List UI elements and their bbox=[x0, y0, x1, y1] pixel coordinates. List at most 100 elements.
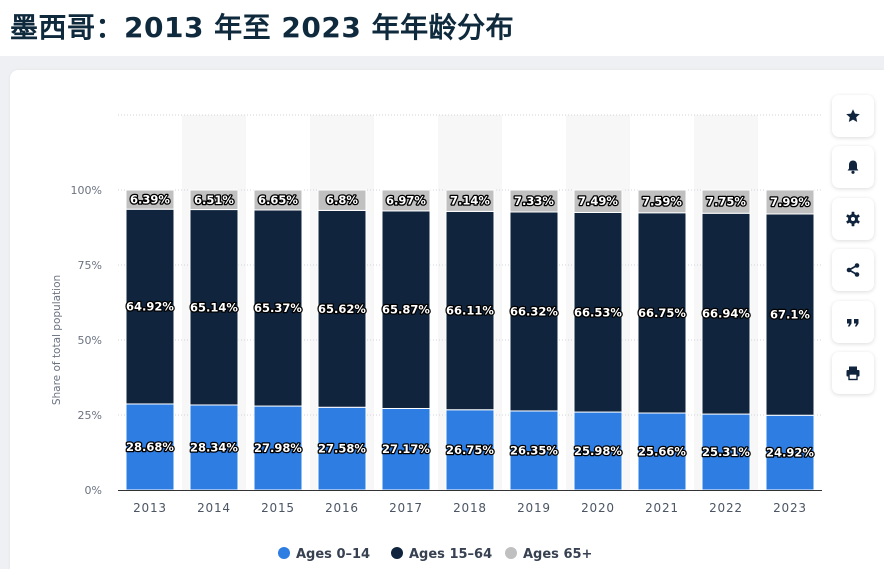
bar-ages-65-plus bbox=[765, 189, 815, 215]
bar-ages-15-64 bbox=[637, 212, 687, 414]
data-label: 25.31% bbox=[702, 445, 750, 459]
bar-ages-0-14 bbox=[253, 405, 303, 491]
data-label: 7.99% bbox=[770, 195, 810, 209]
star-icon bbox=[846, 109, 860, 122]
x-tick-label: 2016 bbox=[325, 501, 359, 515]
bar-ages-15-64 bbox=[125, 208, 175, 405]
x-tick-label: 2023 bbox=[773, 501, 807, 515]
data-label: 6.51% bbox=[194, 193, 234, 207]
bar-ages-15-64 bbox=[701, 212, 751, 415]
data-label: 66.11% bbox=[446, 304, 494, 318]
bar-ages-0-14 bbox=[189, 404, 239, 491]
bar-ages-65-plus bbox=[189, 189, 239, 211]
settings-button[interactable] bbox=[832, 198, 874, 240]
bar-ages-65-plus bbox=[701, 189, 751, 214]
share-button[interactable] bbox=[832, 249, 874, 291]
favorite-button[interactable] bbox=[832, 95, 874, 137]
data-label: 64.92% bbox=[126, 300, 174, 314]
bar-ages-65-plus bbox=[445, 189, 495, 212]
bar-ages-0-14 bbox=[125, 403, 175, 491]
page-title: 墨西哥：2013 年至 2023 年年龄分布 bbox=[10, 11, 515, 44]
data-label: 66.53% bbox=[574, 305, 622, 319]
data-label: 65.37% bbox=[254, 301, 302, 315]
gear-icon bbox=[846, 211, 860, 227]
data-label: 67.1% bbox=[770, 308, 810, 322]
bar-ages-65-plus bbox=[253, 189, 303, 211]
data-label: 7.59% bbox=[642, 194, 682, 208]
data-label: 28.34% bbox=[190, 440, 238, 454]
bar-ages-65-plus bbox=[573, 189, 623, 213]
legend-label: Ages 15–64 bbox=[409, 547, 492, 562]
data-label: 6.97% bbox=[386, 193, 426, 207]
y-axis-title: Share of total population bbox=[51, 275, 63, 405]
y-tick-label: 100% bbox=[71, 184, 102, 197]
quote-icon bbox=[847, 319, 859, 327]
data-label: 66.75% bbox=[638, 306, 686, 320]
bar-ages-0-14 bbox=[637, 412, 687, 491]
legend-marker bbox=[391, 547, 403, 559]
bar-ages-15-64 bbox=[445, 210, 495, 411]
data-label: 26.35% bbox=[510, 443, 558, 457]
bar-ages-15-64 bbox=[253, 209, 303, 407]
legend-label: Ages 65+ bbox=[523, 547, 592, 562]
data-label: 26.75% bbox=[446, 443, 494, 457]
print-icon bbox=[846, 366, 860, 381]
data-label: 25.98% bbox=[574, 444, 622, 458]
bar-ages-0-14 bbox=[381, 407, 431, 491]
bar-ages-15-64 bbox=[573, 211, 623, 413]
bar-ages-65-plus bbox=[125, 189, 175, 210]
cite-button[interactable] bbox=[832, 301, 874, 343]
x-tick-label: 2014 bbox=[197, 501, 231, 515]
bar-ages-15-64 bbox=[189, 209, 239, 406]
bar-ages-65-plus bbox=[381, 189, 431, 212]
y-tick-label: 75% bbox=[78, 259, 102, 272]
legend-label: Ages 0–14 bbox=[296, 547, 370, 562]
notification-button[interactable] bbox=[832, 146, 874, 188]
y-tick-label: 0% bbox=[85, 484, 102, 497]
data-label: 65.14% bbox=[190, 300, 238, 314]
data-label: 7.14% bbox=[450, 194, 490, 208]
data-label: 28.68% bbox=[126, 440, 174, 454]
share-icon bbox=[846, 263, 860, 277]
bar-ages-65-plus bbox=[637, 189, 687, 214]
legend-marker bbox=[278, 547, 290, 559]
data-label: 66.32% bbox=[510, 304, 558, 318]
x-tick-label: 2020 bbox=[581, 501, 615, 515]
data-label: 6.39% bbox=[130, 193, 170, 207]
legend-marker bbox=[505, 547, 517, 559]
data-label: 65.87% bbox=[382, 303, 430, 317]
data-label: 27.98% bbox=[254, 441, 302, 455]
data-label: 7.33% bbox=[514, 194, 554, 208]
data-label: 6.8% bbox=[326, 193, 358, 207]
data-label: 66.94% bbox=[702, 307, 750, 321]
bar-ages-0-14 bbox=[573, 411, 623, 491]
bar-ages-0-14 bbox=[701, 413, 751, 491]
data-label: 25.66% bbox=[638, 445, 686, 459]
x-tick-label: 2019 bbox=[517, 501, 551, 515]
chart-card: 0% 25% 50% 75% 100% Share of total population… bbox=[10, 70, 884, 569]
data-label: 27.58% bbox=[318, 442, 366, 456]
data-label: 65.62% bbox=[318, 302, 366, 316]
bar-ages-15-64 bbox=[317, 209, 367, 408]
x-tick-label: 2022 bbox=[709, 501, 743, 515]
x-tick-label: 2018 bbox=[453, 501, 487, 515]
chart-svg: 0% 25% 50% 75% 100% Share of total population… bbox=[51, 114, 822, 562]
bar-ages-15-64 bbox=[381, 210, 431, 409]
data-label: 27.17% bbox=[382, 442, 430, 456]
x-tick-label: 2017 bbox=[389, 501, 423, 515]
x-tick-label: 2021 bbox=[645, 501, 679, 515]
data-label: 7.75% bbox=[706, 195, 746, 209]
y-tick-label: 25% bbox=[78, 409, 102, 422]
data-label: 24.92% bbox=[766, 446, 814, 460]
bar-ages-65-plus bbox=[509, 189, 559, 213]
bar-ages-65-plus bbox=[317, 189, 367, 211]
x-tick-label: 2015 bbox=[261, 501, 295, 515]
data-label: 7.49% bbox=[578, 194, 618, 208]
bell-icon bbox=[847, 160, 859, 174]
bar-ages-15-64 bbox=[509, 211, 559, 412]
bar-ages-0-14 bbox=[509, 410, 559, 491]
data-label: 6.65% bbox=[258, 193, 298, 207]
y-tick-label: 50% bbox=[78, 334, 102, 347]
x-tick-label: 2013 bbox=[133, 501, 167, 515]
print-button[interactable] bbox=[832, 352, 874, 394]
